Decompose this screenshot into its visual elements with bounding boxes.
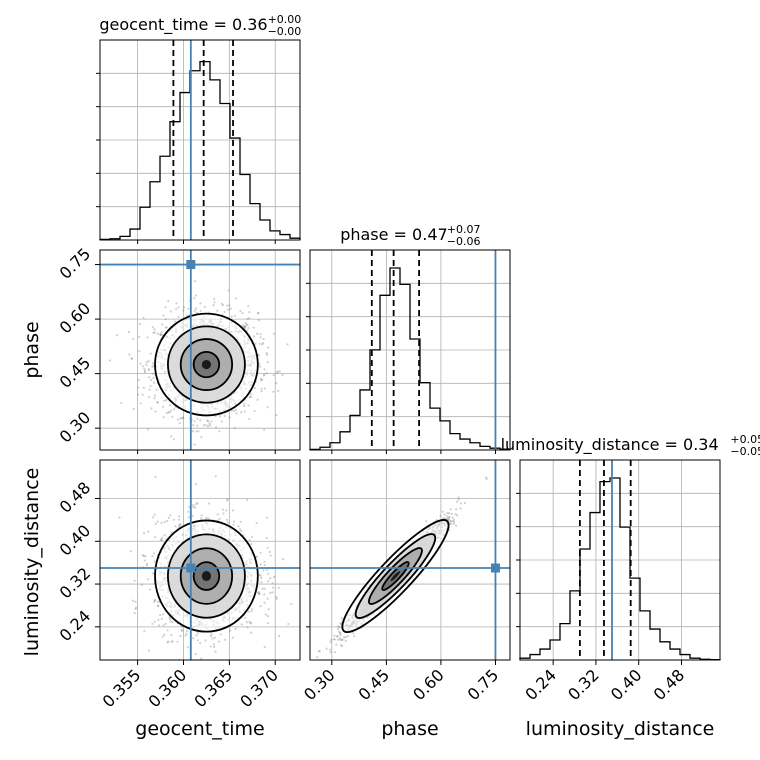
x-tick-label-geocent_time: 0.355 — [99, 665, 145, 711]
x-tick-label-phase: 0.60 — [409, 665, 448, 704]
x-tick-label-luminosity_distance: 0.24 — [521, 665, 560, 704]
truth-marker — [186, 260, 196, 270]
y-tick-label-luminosity_distance: 0.48 — [56, 478, 95, 517]
x-tick-label-geocent_time: 0.360 — [144, 665, 190, 711]
y-tick-label-phase: 0.45 — [56, 353, 95, 392]
ylabel-luminosity_distance: luminosity_distance — [21, 468, 43, 657]
xlabel-luminosity_distance: luminosity_distance — [526, 718, 715, 740]
x-tick-label-phase: 0.45 — [355, 665, 394, 704]
panel-content — [100, 250, 300, 450]
contour-level-5 — [201, 359, 212, 370]
panel-frame — [99, 459, 301, 661]
panel-frame — [309, 459, 511, 661]
panel-hist-geocent_time — [96, 39, 301, 241]
panel-2d-phase-luminosity_distance — [309, 459, 511, 661]
title-plus-phase: +0.07 — [447, 223, 481, 236]
panel-hist-phase — [306, 249, 511, 451]
histogram-luminosity_distance — [519, 477, 721, 661]
histogram-geocent_time — [99, 60, 301, 241]
panel-2d-geocent_time-luminosity_distance — [99, 459, 301, 661]
ylabel-phase: phase — [21, 321, 43, 378]
x-tick-label-phase: 0.75 — [464, 665, 503, 704]
y-tick-label-phase: 0.30 — [56, 408, 95, 447]
xlabel-phase: phase — [381, 718, 438, 740]
panel-frame — [99, 249, 301, 451]
title-luminosity_distance: luminosity_distance = 0.34 — [501, 435, 719, 455]
panel-hist-luminosity_distance — [516, 459, 721, 661]
title-minus-luminosity_distance: −0.05 — [730, 445, 760, 458]
x-tick-label-luminosity_distance: 0.48 — [650, 665, 689, 704]
xlabel-geocent_time: geocent_time — [135, 718, 264, 740]
y-tick-label-luminosity_distance: 0.32 — [56, 564, 95, 603]
contour-level-5 — [390, 570, 401, 582]
x-tick-label-geocent_time: 0.365 — [190, 665, 236, 711]
y-tick-label-phase: 0.60 — [56, 299, 95, 338]
panel-2d-geocent_time-phase — [99, 249, 301, 451]
y-tick-label-phase: 0.75 — [56, 244, 95, 283]
x-tick-label-phase: 0.30 — [300, 665, 339, 704]
truth-marker — [186, 563, 196, 573]
title-minus-phase: −0.06 — [447, 235, 481, 248]
x-tick-label-luminosity_distance: 0.32 — [564, 665, 603, 704]
y-tick-label-luminosity_distance: 0.24 — [56, 606, 95, 645]
y-tick-label-luminosity_distance: 0.40 — [56, 521, 95, 560]
histogram-phase — [309, 267, 511, 451]
title-phase: phase = 0.47 — [340, 225, 447, 244]
title-plus-luminosity_distance: +0.05 — [730, 433, 760, 446]
title-geocent_time: geocent_time = 0.36 — [99, 15, 267, 35]
x-tick-label-geocent_time: 0.370 — [236, 665, 282, 711]
truth-marker — [490, 563, 500, 573]
panel-content — [310, 460, 510, 660]
panel-content — [100, 460, 300, 660]
x-tick-label-luminosity_distance: 0.40 — [607, 665, 646, 704]
title-plus-geocent_time: +0.00 — [268, 13, 302, 26]
title-minus-geocent_time: −0.00 — [268, 25, 302, 38]
contour-level-5 — [201, 571, 212, 582]
